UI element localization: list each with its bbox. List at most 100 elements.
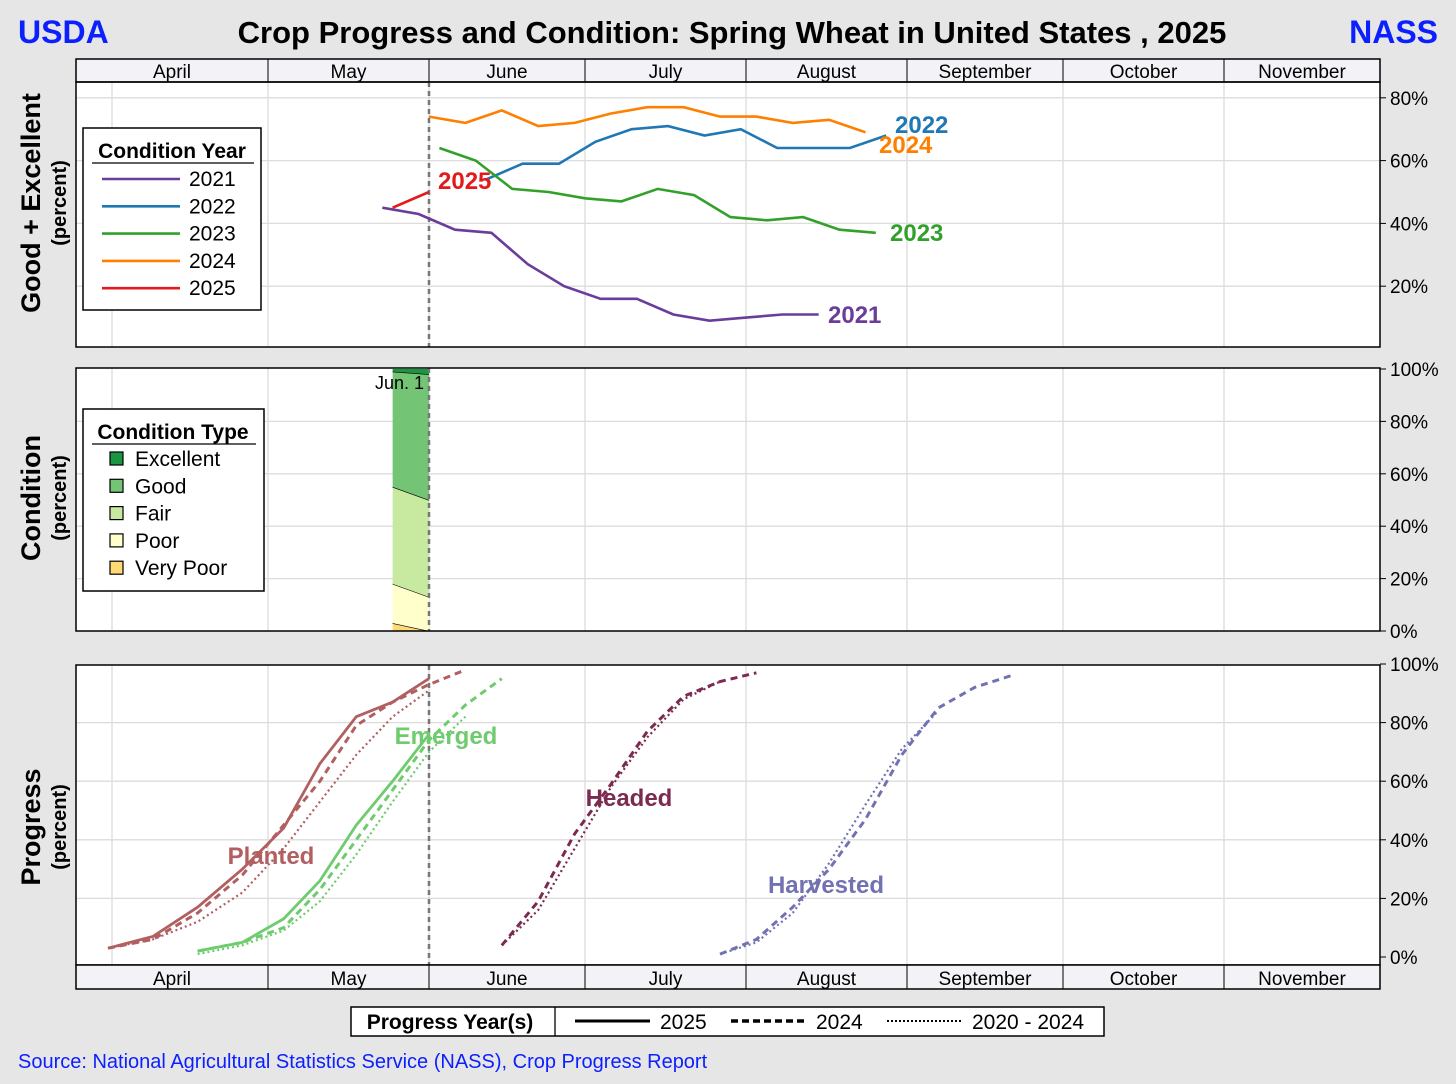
ge-legend-box — [82, 127, 262, 311]
ge-series-line-2024 — [428, 105, 866, 134]
cond-segment-excellent — [392, 369, 429, 375]
ge-legend-label-2023: 2023 — [189, 223, 236, 246]
cond-legend-label: Excellent — [135, 448, 220, 471]
ge-y-tick-label: 80% — [1390, 89, 1428, 110]
prog-stage-label-headed: Headed — [586, 785, 673, 812]
cond-legend-label: Very Poor — [135, 557, 227, 580]
ge-legend-label-2024: 2024 — [189, 250, 236, 273]
ge-month-label: September — [939, 62, 1033, 83]
prog-month-label: August — [797, 969, 857, 990]
prog-line-planted-avg — [107, 689, 430, 950]
prog-plot-area — [76, 665, 1380, 965]
prog-line-harvested-2024 — [719, 674, 1012, 956]
cond-frame — [75, 367, 1381, 632]
prog-legend-label-solid: 2025 — [660, 1011, 707, 1034]
cond-y-title: Condition — [16, 435, 46, 561]
ge-series-label-2025: 2025 — [438, 168, 491, 195]
prog-line-harvested-avg — [719, 710, 939, 956]
cond-y-tick-label: 0% — [1390, 622, 1418, 643]
cond-y-tick-label: 40% — [1390, 517, 1428, 538]
ge-month-label: May — [331, 62, 367, 83]
ge-frame — [75, 81, 1381, 348]
prog-legend-label-dotted: 2020 - 2024 — [972, 1011, 1084, 1034]
progress-legend: Progress Year(s) 2025 2024 2020 - 2024 — [350, 1006, 1105, 1037]
cond-legend-swatch — [109, 478, 124, 493]
ge-month-label: October — [1110, 62, 1178, 83]
ge-month-label: July — [649, 62, 683, 83]
ge-month-bar — [75, 58, 1381, 83]
figure-title: Crop Progress and Condition: Spring Whea… — [238, 15, 1227, 50]
ge-month-label: April — [153, 62, 191, 83]
source-note[interactable]: Source: National Agricultural Statistics… — [18, 1051, 708, 1073]
ge-month-label: November — [1258, 62, 1346, 83]
prog-month-bar — [75, 964, 1381, 990]
nass-logo: NASS — [1349, 14, 1438, 50]
cond-legend-label: Good — [135, 475, 186, 498]
prog-stage-label-emerged: Emerged — [395, 723, 498, 750]
prog-month-label: May — [331, 969, 367, 990]
prog-month-label: July — [649, 969, 683, 990]
prog-stage-label-planted: Planted — [228, 843, 315, 870]
prog-y-tick-label: 20% — [1390, 889, 1428, 910]
ge-y-title: Good + Excellent — [16, 93, 46, 313]
ge-legend-label-2022: 2022 — [189, 195, 236, 218]
ge-month-label: August — [797, 62, 857, 83]
prog-month-label: June — [486, 969, 527, 990]
ge-legend: Condition Year 2021 2022 2023 2024 2025 — [82, 127, 262, 311]
cond-legend-label: Fair — [135, 503, 171, 526]
prog-y-tick-label: 100% — [1390, 655, 1439, 676]
condition-panel: 0% 20% 40% 60% 80% 100% Jun. 1 Condition Type Ex… — [16, 360, 1439, 643]
ge-month-label: June — [486, 62, 527, 83]
cond-legend: Condition Type Excellent Good Fair Poor Very … — [82, 408, 265, 592]
prog-y-subtitle: (percent) — [49, 784, 71, 870]
cond-plot-area — [76, 368, 1380, 631]
cond-legend-label: Poor — [135, 530, 179, 553]
cond-legend-swatch — [109, 560, 124, 575]
prog-y-tick-label: 80% — [1390, 714, 1428, 735]
cond-bar-label: Jun. 1 — [375, 373, 424, 393]
ge-y-tick-label: 20% — [1390, 277, 1428, 298]
ge-series-label-2021: 2021 — [828, 302, 881, 329]
good-excellent-panel: 20% 40% 60% 80% April May June July August Septem… — [16, 58, 1428, 348]
cond-y-subtitle: (percent) — [49, 455, 71, 541]
prog-line-headed-2024 — [500, 671, 757, 947]
prog-line-planted-2025 — [107, 677, 430, 950]
cond-y-tick-label: 60% — [1390, 465, 1428, 486]
prog-line-emerged-2025 — [197, 733, 431, 953]
cond-y-tick-label: 100% — [1390, 360, 1439, 381]
ge-series-line-2025 — [392, 190, 430, 209]
cond-legend-swatch — [109, 506, 124, 521]
prog-legend-label-dashed: 2024 — [816, 1011, 863, 1034]
ge-series-line-2021 — [382, 206, 819, 323]
ge-legend-label-2025: 2025 — [189, 277, 236, 300]
ge-y-tick-label: 60% — [1390, 152, 1428, 173]
ge-series-line-2023 — [438, 146, 876, 235]
prog-line-emerged-avg — [197, 715, 467, 956]
cond-y-tick-label: 80% — [1390, 412, 1428, 433]
cond-legend-swatch — [109, 451, 124, 466]
prog-y-title: Progress — [16, 768, 46, 885]
ge-legend-title: Condition Year — [98, 140, 246, 163]
prog-legend-box — [350, 1006, 1105, 1037]
prog-y-tick-label: 0% — [1390, 948, 1418, 969]
cond-y-tick-label: 20% — [1390, 570, 1428, 591]
prog-month-label: September — [939, 969, 1033, 990]
progress-panel: 0% 20% 40% 60% 80% 100% Planted Emerged Headed Ha… — [16, 655, 1439, 990]
ge-y-tick-label: 40% — [1390, 214, 1428, 235]
prog-month-label: November — [1258, 969, 1346, 990]
prog-stage-label-harvested: Harvested — [768, 872, 884, 899]
ge-series-label-2022: 2022 — [895, 112, 948, 139]
ge-legend-label-2021: 2021 — [189, 168, 236, 191]
ge-series-label-2023: 2023 — [890, 220, 943, 247]
prog-line-emerged-2024 — [197, 677, 503, 953]
cond-legend-title: Condition Type — [97, 421, 248, 444]
usda-logo: USDA — [18, 14, 109, 50]
cond-segment-good — [392, 371, 429, 500]
prog-y-tick-label: 40% — [1390, 831, 1428, 852]
prog-month-label: April — [153, 969, 191, 990]
prog-line-headed-avg — [501, 680, 721, 947]
prog-month-label: October — [1110, 969, 1178, 990]
prog-line-planted-2024 — [107, 668, 466, 950]
ge-y-subtitle: (percent) — [49, 160, 71, 246]
